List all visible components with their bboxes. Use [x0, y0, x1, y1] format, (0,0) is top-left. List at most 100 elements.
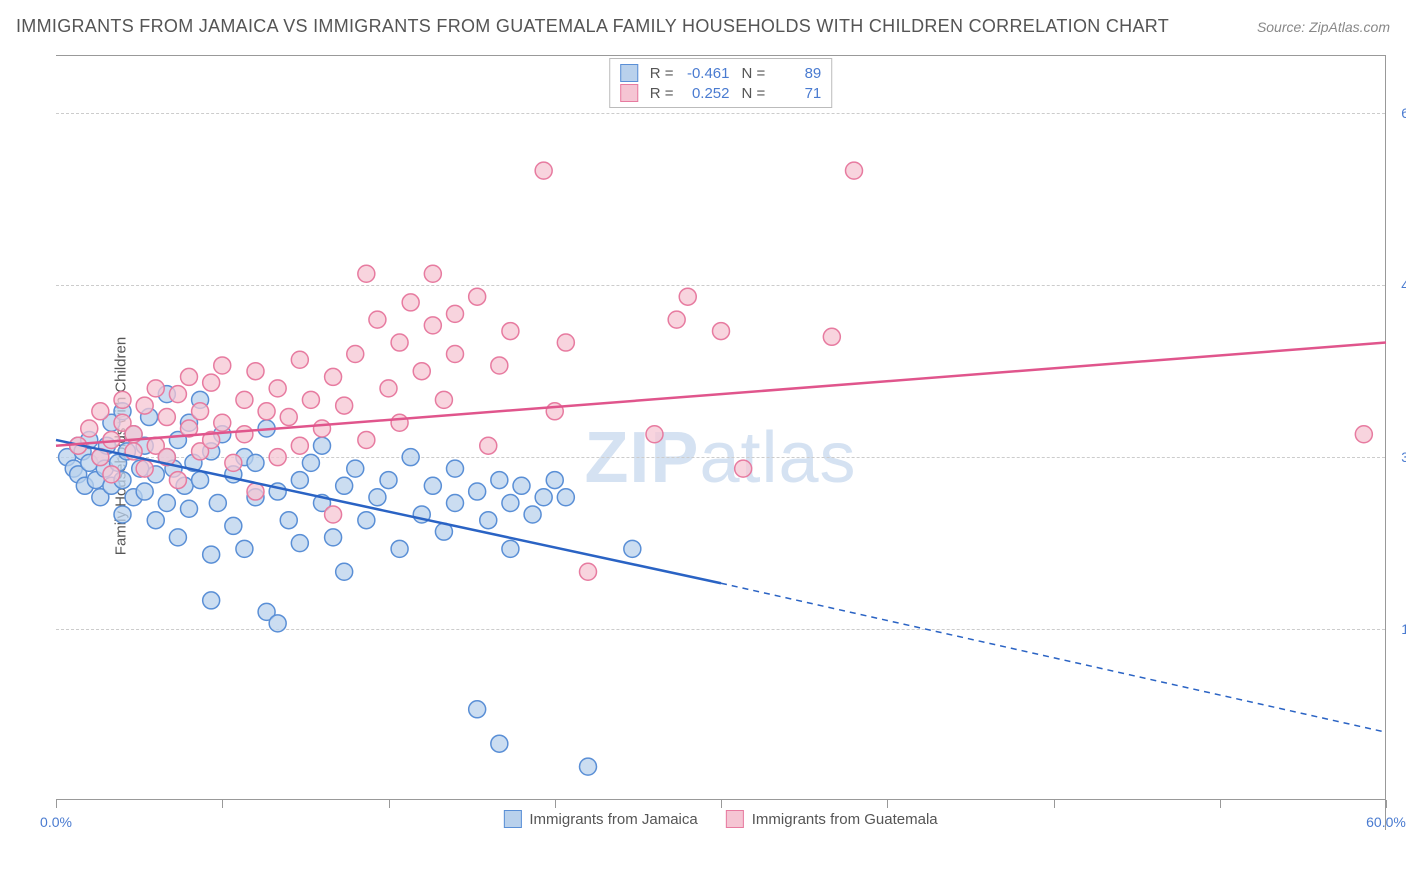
scatter-point	[214, 414, 231, 431]
scatter-point	[325, 529, 342, 546]
scatter-point	[225, 454, 242, 471]
x-tick-label: 60.0%	[1366, 814, 1406, 830]
scatter-point	[480, 437, 497, 454]
scatter-point	[580, 563, 597, 580]
scatter-point	[269, 449, 286, 466]
scatter-point	[81, 420, 98, 437]
scatter-point	[114, 391, 131, 408]
n-value-jamaica: 89	[773, 65, 821, 82]
scatter-point	[435, 391, 452, 408]
scatter-point	[391, 334, 408, 351]
scatter-point	[1355, 426, 1372, 443]
legend-swatch-guatemala	[620, 84, 638, 102]
scatter-point	[823, 328, 840, 345]
scatter-point	[269, 615, 286, 632]
x-tick	[555, 800, 556, 808]
scatter-point	[491, 472, 508, 489]
scatter-point	[447, 460, 464, 477]
scatter-point	[491, 357, 508, 374]
n-label: N =	[742, 65, 766, 82]
n-label: N =	[742, 85, 766, 102]
y-tick-label: 15.0%	[1391, 621, 1406, 637]
scatter-point	[269, 380, 286, 397]
x-tick	[1386, 800, 1387, 808]
x-tick	[721, 800, 722, 808]
stats-legend: R = -0.461 N = 89 R = 0.252 N = 71	[609, 58, 833, 108]
scatter-point	[302, 391, 319, 408]
scatter-point	[336, 477, 353, 494]
scatter-point	[369, 311, 386, 328]
scatter-point	[735, 460, 752, 477]
scatter-point	[325, 368, 342, 385]
source-name: ZipAtlas.com	[1309, 19, 1390, 35]
scatter-point	[347, 460, 364, 477]
source-attribution: Source: ZipAtlas.com	[1257, 19, 1390, 35]
legend-label-jamaica: Immigrants from Jamaica	[529, 811, 697, 828]
legend-swatch-guatemala	[726, 810, 744, 828]
x-tick	[1054, 800, 1055, 808]
scatter-point	[524, 506, 541, 523]
scatter-point	[280, 409, 297, 426]
scatter-point	[424, 317, 441, 334]
y-tick-label: 30.0%	[1391, 449, 1406, 465]
scatter-point	[325, 506, 342, 523]
scatter-point	[469, 701, 486, 718]
legend-item-guatemala: Immigrants from Guatemala	[726, 810, 938, 828]
scatter-point	[214, 357, 231, 374]
scatter-point	[480, 512, 497, 529]
scatter-point	[369, 489, 386, 506]
scatter-point	[236, 426, 253, 443]
stats-legend-row-jamaica: R = -0.461 N = 89	[620, 63, 822, 83]
scatter-point	[447, 305, 464, 322]
scatter-plot-svg	[56, 56, 1385, 830]
scatter-point	[713, 323, 730, 340]
scatter-point	[358, 265, 375, 282]
x-tick	[1220, 800, 1221, 808]
scatter-point	[136, 460, 153, 477]
scatter-point	[147, 380, 164, 397]
stats-legend-row-guatemala: R = 0.252 N = 71	[620, 83, 822, 103]
scatter-point	[169, 529, 186, 546]
scatter-point	[447, 495, 464, 512]
scatter-point	[203, 592, 220, 609]
scatter-point	[336, 397, 353, 414]
scatter-point	[158, 495, 175, 512]
scatter-point	[209, 495, 226, 512]
scatter-point	[580, 758, 597, 775]
scatter-point	[347, 346, 364, 363]
x-tick	[222, 800, 223, 808]
scatter-point	[469, 483, 486, 500]
scatter-point	[291, 351, 308, 368]
scatter-point	[491, 735, 508, 752]
scatter-point	[646, 426, 663, 443]
trend-line	[56, 343, 1386, 446]
scatter-point	[103, 466, 120, 483]
x-tick-label: 0.0%	[40, 814, 72, 830]
scatter-point	[557, 489, 574, 506]
legend-swatch-jamaica	[503, 810, 521, 828]
scatter-point	[258, 403, 275, 420]
scatter-point	[424, 265, 441, 282]
scatter-point	[247, 454, 264, 471]
scatter-point	[236, 391, 253, 408]
series-legend: Immigrants from Jamaica Immigrants from …	[503, 810, 937, 828]
scatter-point	[447, 346, 464, 363]
scatter-point	[358, 431, 375, 448]
scatter-point	[314, 420, 331, 437]
scatter-point	[147, 512, 164, 529]
legend-label-guatemala: Immigrants from Guatemala	[752, 811, 938, 828]
scatter-point	[391, 540, 408, 557]
scatter-point	[535, 162, 552, 179]
scatter-point	[502, 323, 519, 340]
scatter-point	[236, 540, 253, 557]
scatter-point	[247, 483, 264, 500]
y-tick-label: 45.0%	[1391, 277, 1406, 293]
scatter-point	[502, 495, 519, 512]
scatter-point	[624, 540, 641, 557]
r-label: R =	[650, 65, 674, 82]
scatter-point	[668, 311, 685, 328]
scatter-point	[402, 294, 419, 311]
scatter-point	[247, 363, 264, 380]
y-tick-label: 60.0%	[1391, 105, 1406, 121]
scatter-point	[402, 449, 419, 466]
